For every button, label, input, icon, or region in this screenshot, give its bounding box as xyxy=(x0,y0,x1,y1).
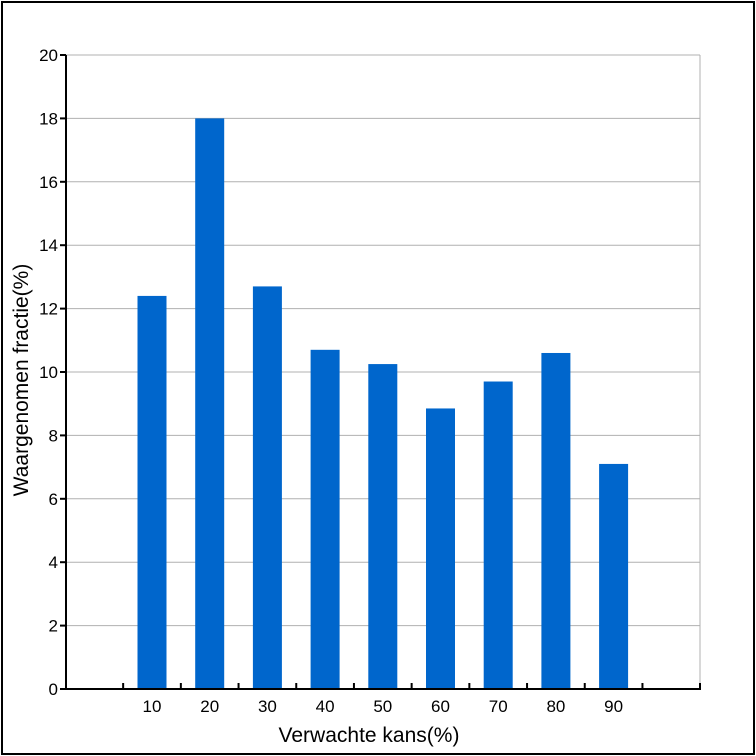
grid-lines xyxy=(66,54,701,689)
y-tick-label: 2 xyxy=(49,617,58,636)
bar xyxy=(426,408,455,689)
y-axis-title: Waargenomen fractie(%) xyxy=(10,264,33,497)
y-tick-label: 16 xyxy=(39,173,58,192)
bar xyxy=(368,364,398,689)
y-tick-label: 14 xyxy=(39,236,58,255)
y-tick-label: 10 xyxy=(39,363,58,382)
x-axis-title: Verwachte kans(%) xyxy=(279,724,460,747)
y-tick-label: 4 xyxy=(49,553,58,572)
x-tick-label: 10 xyxy=(143,697,162,716)
x-tick-label: 30 xyxy=(258,697,277,716)
y-tick-label: 8 xyxy=(49,426,58,445)
bar xyxy=(483,381,513,689)
bar xyxy=(310,349,340,689)
y-tick-label: 6 xyxy=(49,490,58,509)
bar xyxy=(252,286,282,689)
y-tick-label: 0 xyxy=(49,680,58,699)
y-tick-label: 18 xyxy=(39,109,58,128)
bar xyxy=(599,463,629,689)
bar xyxy=(541,352,571,689)
x-tick-label: 50 xyxy=(373,697,392,716)
y-tick-label: 20 xyxy=(39,46,58,65)
bars xyxy=(137,118,629,689)
x-tick-label: 80 xyxy=(546,697,565,716)
bar xyxy=(137,295,167,689)
x-tick-label: 40 xyxy=(316,697,335,716)
bar xyxy=(195,118,225,689)
x-tick-label: 90 xyxy=(604,697,623,716)
tick-labels: 0 2 4 6 8 10 12 14 16 18 20 10 20 30 40 50 60 70 80 90 xyxy=(39,46,623,716)
x-tick-label: 70 xyxy=(489,697,508,716)
x-tick-label: 60 xyxy=(431,697,450,716)
axes xyxy=(60,54,701,690)
x-tick-label: 20 xyxy=(200,697,219,716)
y-tick-label: 12 xyxy=(39,300,58,319)
